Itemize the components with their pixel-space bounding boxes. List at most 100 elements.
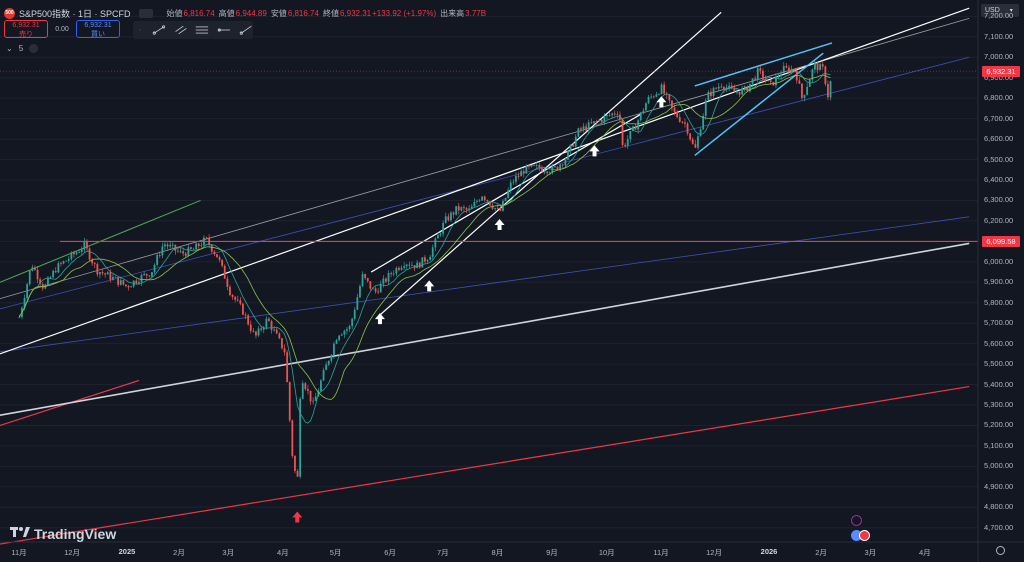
buy-label: 買い [91, 31, 105, 38]
visibility-toggle-icon[interactable] [138, 8, 153, 18]
candle-body [278, 333, 281, 339]
candle-body [704, 100, 707, 116]
candle-body [281, 338, 283, 349]
candle-body [603, 116, 606, 123]
candle-body [338, 335, 341, 341]
candle-body [398, 267, 400, 270]
drag-handle-icon[interactable] [139, 24, 144, 36]
sell-button[interactable]: 6,932.31 売り [4, 20, 48, 38]
white-lower-support-line [0, 242, 970, 417]
candle-body [811, 69, 814, 80]
chevron-down-icon[interactable]: ⌄ [6, 44, 13, 53]
y-tick-label: 7,200.00 [984, 11, 1014, 21]
candle-body [138, 282, 140, 284]
candle-body [325, 364, 328, 371]
x-tick-label: 2025 [118, 547, 136, 556]
candle-body [379, 283, 382, 293]
y-tick-label: 5,000.00 [984, 461, 1014, 471]
last-price-tag: 6,932.31 [982, 65, 1020, 77]
drawing-toolbar [133, 21, 253, 39]
candle-body [333, 343, 335, 356]
dividend-event-icon[interactable] [851, 515, 862, 526]
candle-body [715, 87, 718, 89]
candle-body [320, 380, 322, 391]
y-tick-label: 7,100.00 [984, 31, 1014, 41]
candle-body [530, 165, 533, 167]
y-tick-label: 4,900.00 [984, 481, 1014, 491]
candle-body [218, 257, 221, 260]
candle-body [80, 249, 83, 252]
red-long-support-line [0, 385, 970, 545]
tradingview-mark-icon [10, 525, 30, 542]
candle-body [769, 80, 772, 82]
trend-line-tool-icon[interactable] [152, 24, 166, 36]
candle-body [507, 190, 510, 198]
candle-body [408, 264, 411, 266]
candle-body [619, 114, 621, 120]
candle-body [343, 330, 346, 335]
candle-body [252, 330, 255, 332]
candle-body [314, 396, 317, 401]
candle-body [52, 270, 55, 278]
candle-body [359, 286, 361, 298]
symbol-icon[interactable]: 500 [4, 7, 15, 19]
currency-selector[interactable]: USD ▾ [981, 4, 1019, 17]
candle-body [28, 270, 31, 285]
candle-body [798, 80, 801, 84]
candle-body [270, 321, 273, 330]
y-tick-label: 5,600.00 [984, 338, 1014, 348]
x-tick-label: 3月 [864, 548, 877, 557]
candle-body [387, 273, 390, 282]
candle-body [390, 273, 393, 275]
spread-value: 0.00 [55, 25, 69, 33]
candle-body [473, 202, 476, 207]
tradingview-logo[interactable]: TradingView [10, 525, 116, 542]
candle-body [725, 87, 728, 90]
candle-body [741, 88, 744, 95]
candle-body [255, 331, 257, 336]
candle-body [496, 208, 499, 209]
candle-body [247, 315, 250, 325]
candle-body [99, 272, 101, 275]
buy-button[interactable]: 6,932.31 買い [76, 20, 120, 38]
candle-body [229, 286, 231, 296]
candle-body [340, 334, 343, 336]
candle-body [686, 123, 689, 134]
indicators-toggle[interactable]: ⌄ 5 [6, 44, 39, 53]
up-arrow-marker [656, 96, 667, 108]
candle-body [455, 206, 458, 215]
ray-tool-icon[interactable] [239, 24, 253, 36]
candle-body [348, 326, 351, 330]
candle-body [83, 241, 86, 250]
candle-body [671, 100, 673, 108]
candle-body [385, 278, 387, 282]
candle-body [369, 281, 372, 289]
horizontal-ray-tool-icon[interactable] [217, 24, 231, 36]
earnings-event-icon[interactable] [851, 530, 862, 541]
gear-icon[interactable] [996, 546, 1005, 555]
fib-tool-icon[interactable] [195, 24, 209, 36]
candle-body [283, 348, 286, 353]
candle-body [538, 164, 541, 169]
candle-body [301, 383, 304, 399]
economic-event-icon[interactable] [859, 530, 870, 541]
ohlc-value: +133.92 (+1.97%) [372, 8, 437, 18]
chevron-down-icon: ▾ [1009, 8, 1013, 14]
candle-body [86, 241, 88, 249]
candle-body [88, 248, 91, 260]
candle-body [694, 143, 697, 148]
candle-body [606, 114, 608, 117]
candle-body [73, 252, 75, 255]
cyan-wedge-lower-line [694, 52, 824, 157]
candle-body [470, 206, 473, 209]
indicator-settings-icon[interactable] [29, 44, 39, 53]
candle-body [580, 128, 582, 130]
symbol-title[interactable]: S&P500指数 · 1日 · SPCFD [19, 8, 131, 19]
candle-body [91, 259, 94, 264]
candle-body [574, 136, 577, 147]
candle-body [793, 69, 796, 71]
candle-body [239, 300, 242, 304]
parallel-channel-tool-icon[interactable] [174, 24, 188, 36]
candle-body [491, 205, 494, 209]
